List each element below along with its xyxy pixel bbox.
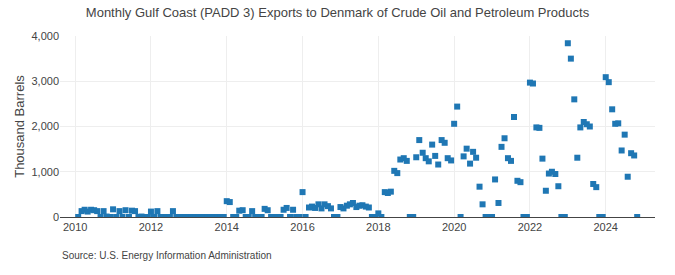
svg-text:2012: 2012 bbox=[139, 221, 163, 233]
svg-text:Thousand Barrels: Thousand Barrels bbox=[12, 75, 27, 178]
svg-text:Monthly Gulf Coast (PADD 3) Ex: Monthly Gulf Coast (PADD 3) Exports to D… bbox=[86, 5, 590, 20]
svg-text:2022: 2022 bbox=[518, 221, 542, 233]
svg-text:2,000: 2,000 bbox=[31, 120, 59, 132]
svg-text:2020: 2020 bbox=[442, 221, 466, 233]
svg-text:1,000: 1,000 bbox=[31, 166, 59, 178]
svg-text:2018: 2018 bbox=[366, 221, 390, 233]
svg-text:2024: 2024 bbox=[593, 221, 617, 233]
svg-text:4,000: 4,000 bbox=[31, 30, 59, 42]
svg-text:3,000: 3,000 bbox=[31, 75, 59, 87]
svg-text:Source: U.S. Energy Informatio: Source: U.S. Energy Information Administ… bbox=[62, 250, 272, 261]
svg-text:2010: 2010 bbox=[63, 221, 87, 233]
svg-text:2014: 2014 bbox=[215, 221, 239, 233]
svg-text:2016: 2016 bbox=[290, 221, 314, 233]
svg-text:0: 0 bbox=[53, 211, 59, 223]
